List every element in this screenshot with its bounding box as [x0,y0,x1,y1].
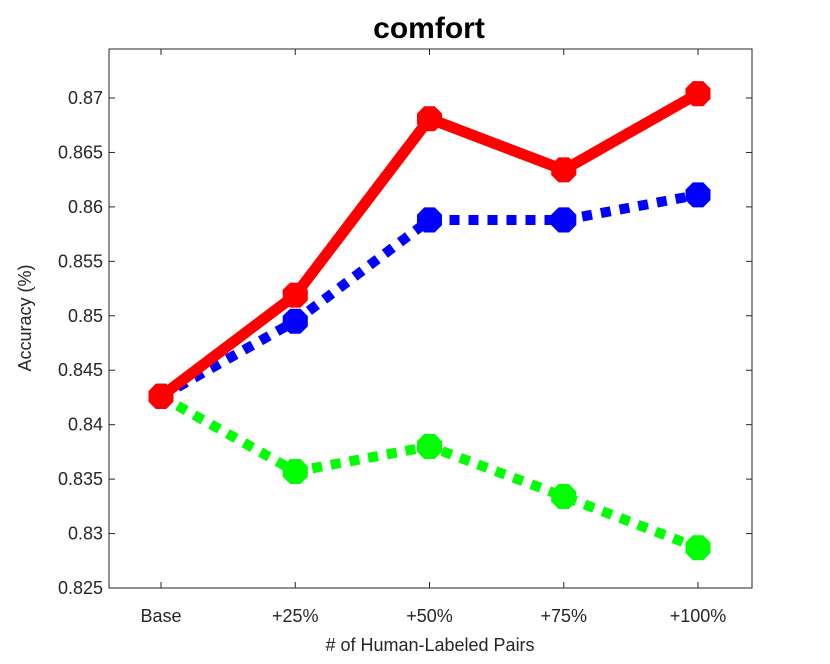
data-point [282,282,308,308]
data-point [282,459,308,484]
series-0 [148,81,711,409]
series-line [158,189,699,401]
y-tick-label: 0.845 [58,360,103,380]
x-tick-label: +75% [540,606,587,626]
y-tick-label: 0.85 [68,306,103,326]
x-axis: Base +25% +50% +75% +100% [140,49,726,626]
y-tick-label: 0.835 [58,469,103,489]
y-tick-label: 0.865 [58,142,103,162]
y-tick-label: 0.84 [68,415,103,435]
y-tick-label: 0.86 [68,197,103,217]
chart-title: comfort [373,12,485,45]
data-point [148,383,174,409]
y-axis: 0.825 0.83 0.835 0.84 0.845 0.85 0.855 0.86 0.86… [58,88,752,598]
data-point [282,308,308,334]
x-tick-label: +50% [406,606,453,626]
y-axis-label: Accuracy (%) [15,264,35,371]
data-point [551,484,577,509]
x-tick-label: +25% [272,606,319,626]
y-tick-label: 0.825 [58,578,103,598]
data-point [685,182,711,208]
data-point [551,207,577,233]
y-tick-label: 0.855 [58,251,103,271]
x-tick-label: +100% [670,606,727,626]
x-axis-label: # of Human-Labeled Pairs [325,635,534,655]
data-point [551,157,577,183]
data-point [685,535,711,561]
y-tick-label: 0.83 [68,524,103,544]
data-point [417,433,442,459]
series-layer [148,81,711,561]
data-point [417,106,442,132]
x-tick-label: Base [140,606,181,626]
data-point [685,81,711,107]
y-tick-label: 0.87 [68,88,103,108]
data-point [417,207,442,233]
plot-area [108,48,753,589]
